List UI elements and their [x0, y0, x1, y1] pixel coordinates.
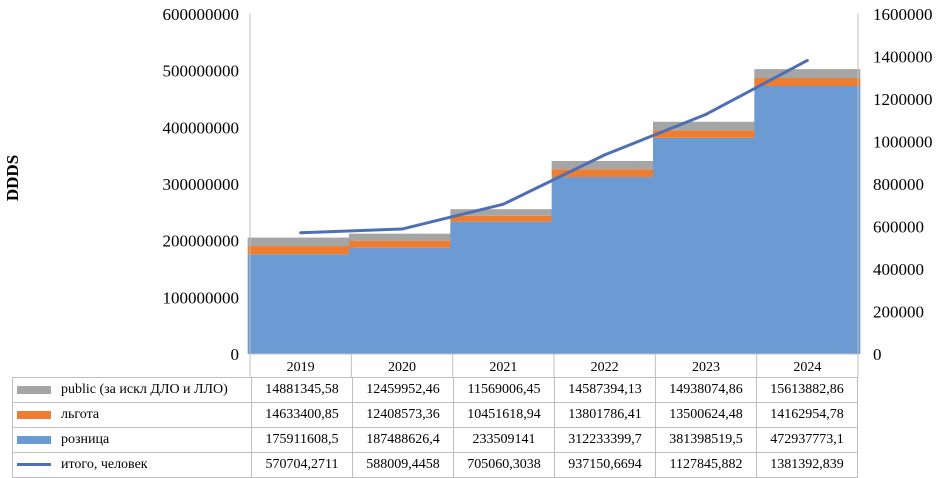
left-tick-label: 100000000: [163, 288, 240, 307]
bar-segment: [349, 247, 455, 354]
data-cell: 12459952,46: [352, 377, 454, 403]
bar-segment: [247, 254, 354, 354]
right-tick-label: 1400000: [873, 48, 933, 67]
legend-key: [17, 410, 51, 419]
left-tick-label: 200000000: [163, 232, 240, 251]
y-axis-label: DDDS: [3, 155, 22, 201]
bar-series: [247, 69, 861, 355]
bar-segment: [551, 169, 658, 178]
legend-key: [17, 463, 51, 467]
data-cell: 14881345,58: [251, 377, 353, 403]
category-label: 2023: [692, 360, 720, 375]
legend-key: [17, 435, 51, 444]
data-cell: 14162954,78: [756, 402, 858, 428]
category-label: 2024: [793, 360, 821, 375]
bar-segment: [247, 246, 354, 255]
left-tick-label: 500000000: [163, 62, 240, 81]
left-tick-label: 300000000: [163, 175, 240, 194]
line-point: [805, 58, 809, 62]
right-tick-label: 1000000: [873, 133, 933, 152]
table-row: public (за искл ДЛО и ЛЛО) 14881345,58 124…: [12, 377, 858, 403]
line-point: [603, 153, 607, 157]
bar-segment: [349, 240, 455, 248]
category-label: 2019: [287, 360, 315, 375]
data-table: public (за искл ДЛО и ЛЛО) 14881345,58 124…: [12, 377, 858, 478]
total-line: [300, 59, 809, 235]
data-cell: 937150,6694: [554, 452, 656, 478]
bar-segment: [653, 137, 759, 354]
right-tick-label: 800000: [873, 175, 924, 194]
legend-label: розница: [61, 432, 110, 447]
right-tick-label: 1600000: [873, 5, 933, 24]
bar-segment: [754, 77, 861, 87]
data-cell: 13801786,41: [554, 402, 656, 428]
axis-frame: 2019 2020 2021 2022 2023 2024: [249, 14, 859, 378]
data-cell: 10451618,94: [453, 402, 555, 428]
bar-segment: [551, 177, 658, 354]
right-axis-ticks: 0 200000 400000 600000 800000 1000000 1200000 1…: [873, 5, 933, 364]
bar-segment: [754, 69, 861, 78]
data-cell: 233509141: [453, 427, 555, 453]
data-cell: 187488626,4: [352, 427, 454, 453]
line-point: [299, 231, 303, 235]
data-cell: 175911608,5: [251, 427, 353, 453]
data-cell: 472937773,1: [756, 427, 858, 453]
data-cell: 14633400,85: [251, 402, 353, 428]
table-row: льгота 14633400,85 12408573,36 10451618,94 1…: [12, 402, 858, 428]
right-tick-label: 200000: [873, 303, 924, 322]
bar-segment: [450, 209, 557, 216]
legend-cell: public (за искл ДЛО и ЛЛО): [12, 377, 252, 403]
data-cell: 570704,2711: [251, 452, 353, 478]
data-cell: 11569006,45: [453, 377, 555, 403]
legend-cell: льгота: [12, 402, 252, 428]
data-cell: 13500624,48: [655, 402, 757, 428]
bar-segment: [551, 160, 658, 170]
left-tick-label: 400000000: [163, 118, 240, 137]
data-cell: 705060,3038: [453, 452, 555, 478]
right-tick-label: 600000: [873, 218, 924, 237]
bar-segment: [754, 86, 861, 355]
right-tick-label: 0: [873, 345, 882, 364]
category-label: 2020: [388, 360, 416, 375]
left-tick-label: 0: [231, 345, 240, 364]
data-cell: 1127845,882: [655, 452, 757, 478]
data-cell: 12408573,36: [352, 402, 454, 428]
data-cell: 1381392,839: [756, 452, 858, 478]
left-tick-label: 600000000: [163, 5, 240, 24]
bar-segment: [653, 121, 759, 131]
data-cell: 312233399,7: [554, 427, 656, 453]
line-point: [704, 112, 708, 116]
bar-segment: [450, 221, 557, 354]
table-row: розница 175911608,5 187488626,4 233509141 31…: [12, 427, 858, 453]
chart-plot: DDDS 01000000002000000003000000004000000…: [3, 5, 933, 378]
category-label: 2021: [489, 360, 517, 375]
bar-segment: [349, 233, 455, 241]
data-cell: 588009,4458: [352, 452, 454, 478]
right-tick-label: 400000: [873, 260, 924, 279]
data-cell: 14938074,86: [655, 377, 757, 403]
legend-label: итого, человек: [61, 457, 148, 472]
bar-segment: [450, 215, 557, 222]
line-point: [400, 227, 404, 231]
legend-label: public (за искл ДЛО и ЛЛО): [61, 382, 228, 397]
legend-cell: итого, человек: [12, 452, 252, 478]
data-cell: 15613882,86: [756, 377, 858, 403]
bar-segment: [653, 130, 759, 138]
data-cell: 14587394,13: [554, 377, 656, 403]
right-tick-label: 1200000: [873, 90, 933, 109]
legend-key: [17, 385, 51, 394]
left-axis-ticks: 0 100000000 200000000 300000000 400000000 500…: [163, 5, 240, 364]
line-series: [299, 58, 809, 235]
line-point: [501, 202, 505, 206]
legend-label: льгота: [61, 407, 100, 422]
data-cell: 381398519,5: [655, 427, 757, 453]
legend-cell: розница: [12, 427, 252, 453]
category-label: 2022: [591, 360, 619, 375]
bar-segment: [247, 237, 354, 247]
table-row: итого, человек 570704,2711 588009,4458 7050…: [12, 452, 858, 478]
